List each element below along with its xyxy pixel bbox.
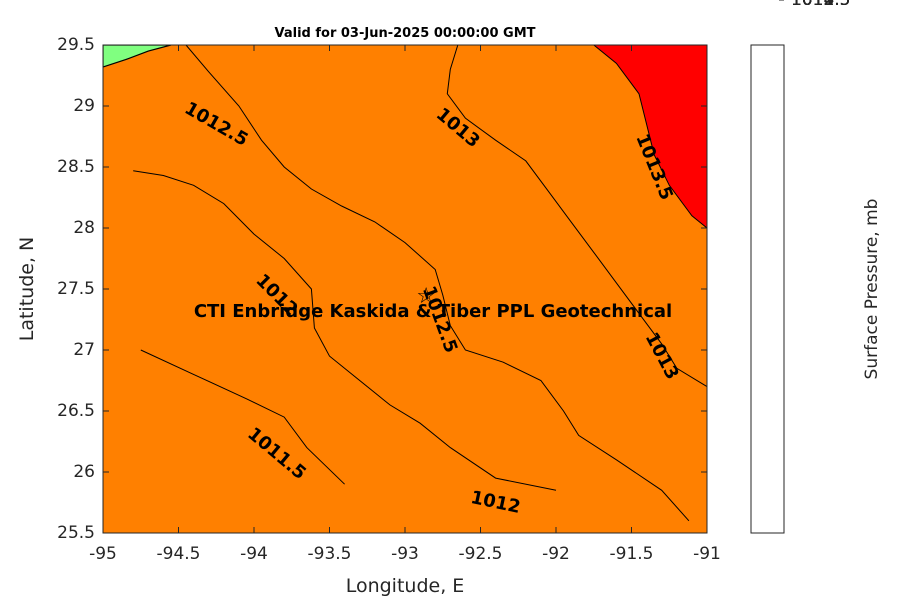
colorbar-tick-label: 1012 bbox=[791, 0, 834, 10]
contour-line-1013 bbox=[446, 45, 707, 388]
project-annotation: CTI Enbridge Kaskida & Tiber PPL Geotech… bbox=[194, 301, 672, 322]
y-tick-label: 28.5 bbox=[57, 157, 95, 177]
y-tick-label: 29.5 bbox=[57, 35, 95, 55]
y-tick-label: 26.5 bbox=[57, 401, 95, 421]
contour-line-1012 bbox=[133, 170, 557, 491]
x-tick-label: -94 bbox=[240, 544, 268, 564]
contour-lines bbox=[133, 45, 707, 522]
colorbar-tick-label: 1013.5 bbox=[791, 0, 850, 10]
coastline-land bbox=[103, 45, 172, 68]
colorbar-tick-label: 1014 bbox=[791, 0, 834, 10]
x-tick-label: -93 bbox=[391, 544, 419, 564]
x-tick-label: -94.5 bbox=[157, 544, 201, 564]
y-tick-label: 25.5 bbox=[57, 523, 95, 543]
colorbar-frame bbox=[750, 44, 785, 534]
y-tick-label: 27.5 bbox=[57, 279, 95, 299]
x-tick-label: -91.5 bbox=[610, 544, 654, 564]
y-axis-label: Latitude, N bbox=[16, 237, 38, 342]
colorbar bbox=[750, 44, 785, 534]
y-axis-ticks: 25.5 26 26.5 27 27.5 28 28.5 29 29.5 bbox=[57, 35, 707, 543]
contour-line-1012.5 bbox=[185, 45, 690, 522]
colorbar-tick-label: 1013 bbox=[791, 0, 834, 10]
y-tick-label: 26 bbox=[73, 462, 95, 482]
colorbar-label: Surface Pressure, mb bbox=[862, 199, 882, 380]
colorbar-tick-label: 1012.5 bbox=[791, 0, 850, 10]
contour-fills bbox=[103, 45, 707, 533]
x-tick-label: -92 bbox=[542, 544, 570, 564]
y-tick-label: 27 bbox=[73, 340, 95, 360]
x-tick-label: -95 bbox=[89, 544, 117, 564]
x-tick-label: -93.5 bbox=[308, 544, 352, 564]
contour-line-1011.5 bbox=[140, 349, 345, 485]
x-axis-ticks: -95 -94.5 -94 -93.5 -93 -92.5 -92 -91.5 -91 bbox=[89, 45, 721, 564]
contour-fill-below-1013.5 bbox=[103, 45, 707, 533]
y-tick-label: 29 bbox=[73, 96, 95, 116]
colorbar-tick-label: 1010.5 bbox=[791, 0, 850, 10]
colorbar-tick-label: 1011 bbox=[791, 0, 834, 10]
site-star-icon: ☆ bbox=[416, 284, 436, 309]
contour-line-1013.5 bbox=[593, 45, 707, 229]
x-axis-label: Longitude, E bbox=[346, 575, 465, 597]
x-tick-label: -91 bbox=[693, 544, 721, 564]
chart-title: Valid for 03-Jun-2025 00:00:00 GMT bbox=[275, 26, 536, 41]
y-tick-label: 28 bbox=[73, 218, 95, 238]
colorbar-tick-label: 1011.5 bbox=[791, 0, 850, 10]
x-tick-label: -92.5 bbox=[459, 544, 503, 564]
